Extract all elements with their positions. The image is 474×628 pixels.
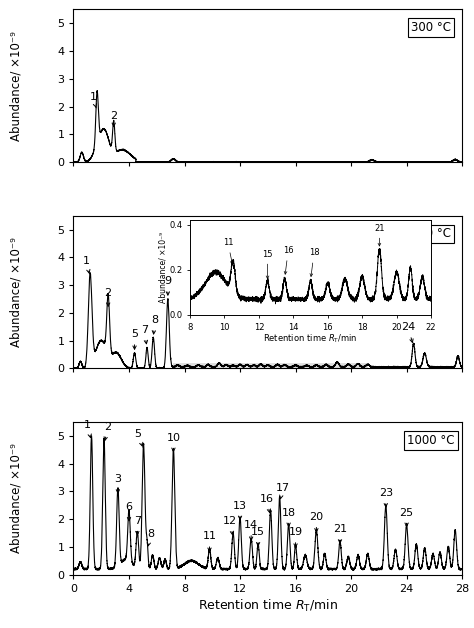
Text: 16: 16 xyxy=(259,494,273,512)
Text: 300 °C: 300 °C xyxy=(411,21,451,35)
Text: 9: 9 xyxy=(164,276,172,295)
Text: 10: 10 xyxy=(166,433,181,452)
Text: 23: 23 xyxy=(379,488,393,507)
Text: 1: 1 xyxy=(84,420,91,438)
Text: 7: 7 xyxy=(134,516,141,534)
Text: 11: 11 xyxy=(202,531,217,551)
Text: 8: 8 xyxy=(151,315,158,334)
Text: 13: 13 xyxy=(233,501,247,519)
Text: 21: 21 xyxy=(333,524,347,543)
Y-axis label: Abundance/ ×10⁻⁹: Abundance/ ×10⁻⁹ xyxy=(10,237,23,347)
Text: 15: 15 xyxy=(251,527,265,546)
Text: 5: 5 xyxy=(131,329,138,349)
Text: 550 °C: 550 °C xyxy=(411,227,451,241)
Text: 14: 14 xyxy=(244,520,258,540)
Text: 20: 20 xyxy=(310,512,323,532)
Text: 24: 24 xyxy=(401,322,415,342)
Text: 25: 25 xyxy=(400,507,414,526)
Text: 7: 7 xyxy=(141,325,148,344)
Bar xyxy=(173,363,368,370)
Text: 2: 2 xyxy=(110,111,117,126)
Text: 12: 12 xyxy=(223,516,237,534)
Text: 1: 1 xyxy=(82,256,90,273)
Y-axis label: Abundance/ ×10⁻⁹: Abundance/ ×10⁻⁹ xyxy=(10,443,23,553)
Text: 8: 8 xyxy=(147,529,155,546)
Text: 17: 17 xyxy=(276,483,290,499)
Text: 18: 18 xyxy=(282,507,296,526)
Text: 2: 2 xyxy=(105,288,112,306)
Text: 1000 °C: 1000 °C xyxy=(407,434,455,447)
X-axis label: Retention time $R_\mathrm{T}$/min: Retention time $R_\mathrm{T}$/min xyxy=(198,598,338,614)
Text: 2: 2 xyxy=(104,421,112,440)
Text: 5: 5 xyxy=(135,428,143,446)
Text: 19: 19 xyxy=(289,527,302,547)
Text: 1: 1 xyxy=(90,92,97,108)
Y-axis label: Abundance/ ×10⁻⁹: Abundance/ ×10⁻⁹ xyxy=(10,31,23,141)
Text: 3: 3 xyxy=(114,474,121,493)
Text: 6: 6 xyxy=(126,502,133,521)
